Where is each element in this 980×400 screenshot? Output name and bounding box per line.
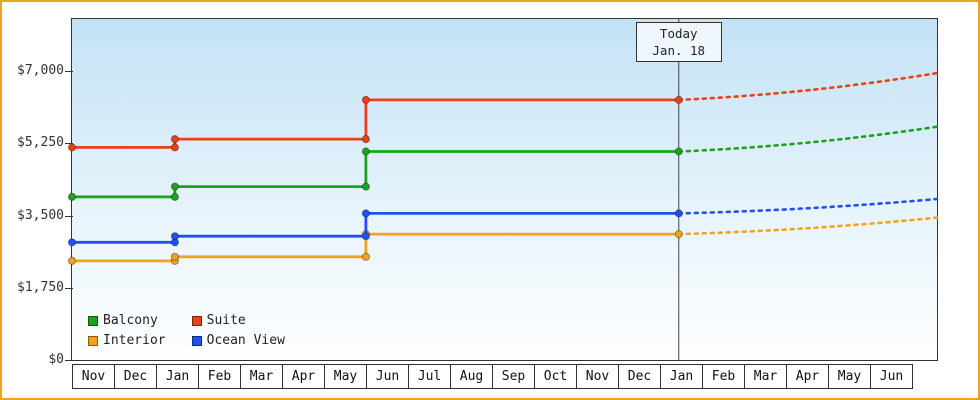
y-tick-label: $7,000	[17, 63, 64, 79]
data-point-marker	[67, 256, 77, 265]
month-cell: Nov	[576, 364, 619, 389]
month-cell: Apr	[282, 364, 325, 389]
series-forecast-suite	[677, 71, 939, 102]
data-point-marker	[67, 192, 77, 201]
y-tick-mark	[65, 287, 73, 289]
data-point-marker	[361, 209, 370, 218]
month-cell: Mar	[240, 364, 283, 389]
series-forecast-balcony	[677, 125, 939, 153]
y-tick-label: $5,250	[17, 135, 64, 151]
legend-item: Interior	[88, 333, 166, 348]
month-cell: Jul	[408, 364, 451, 389]
series-forecast-ocean-view	[677, 197, 939, 215]
today-annotation-title: Today	[659, 26, 698, 41]
series-plot	[67, 19, 939, 360]
month-cell: Jan	[660, 364, 703, 389]
month-cell: Aug	[450, 364, 493, 389]
legend-item: Ocean View	[191, 333, 285, 348]
y-tick-label: $0	[48, 352, 64, 367]
data-point-marker	[361, 232, 370, 241]
y-tick-label: $3,500	[17, 207, 64, 223]
data-point-marker	[674, 209, 683, 218]
month-cell: Jun	[366, 364, 409, 389]
data-point-marker	[361, 135, 370, 144]
y-tick-mark	[65, 215, 73, 217]
x-axis-months: Nov Dec Jan Feb Mar Apr May Jun Jul Aug Sep Oct Nov D…	[72, 364, 913, 389]
month-cell: Dec	[114, 364, 157, 389]
month-cell: May	[828, 364, 871, 389]
legend-label: Balcony	[103, 313, 158, 328]
data-point-marker	[170, 182, 180, 191]
legend-swatch-icon	[191, 335, 202, 346]
legend-item: Suite	[191, 313, 285, 328]
legend-label: Interior	[103, 333, 166, 348]
month-cell: Jan	[156, 364, 199, 389]
data-point-marker	[361, 252, 370, 261]
plot-area: Balcony Suite Interior Ocean View	[67, 19, 939, 360]
data-point-marker	[361, 182, 370, 191]
legend-swatch-icon	[88, 335, 98, 346]
y-tick-label: $1,750	[17, 279, 64, 295]
today-annotation-date: Jan. 18	[652, 43, 706, 58]
month-cell: Mar	[744, 364, 787, 389]
data-point-marker	[170, 252, 180, 261]
data-point-marker	[674, 230, 683, 239]
data-point-marker	[67, 238, 77, 247]
data-point-marker	[170, 143, 180, 152]
today-annotation: Today Jan. 18	[635, 22, 722, 62]
legend-swatch-icon	[88, 315, 98, 326]
legend-label: Ocean View	[206, 333, 285, 348]
data-point-marker	[67, 143, 77, 152]
y-tick-mark	[65, 71, 73, 73]
data-point-marker	[361, 95, 370, 105]
series-line-suite	[72, 98, 679, 149]
data-point-marker	[170, 232, 180, 241]
month-cell: Feb	[198, 364, 241, 389]
data-point-marker	[674, 95, 683, 105]
month-cell: Apr	[786, 364, 829, 389]
month-cell: May	[324, 364, 367, 389]
month-cell: Feb	[702, 364, 745, 389]
series-line-ocean-view	[72, 212, 679, 244]
series-line-interior	[72, 232, 679, 263]
month-cell: Dec	[618, 364, 661, 389]
month-cell: Nov	[72, 364, 115, 389]
data-point-marker	[361, 147, 370, 156]
data-point-marker	[170, 135, 180, 144]
legend-swatch-icon	[191, 315, 202, 326]
y-tick-mark	[65, 360, 73, 361]
legend-item: Balcony	[88, 313, 166, 328]
data-point-marker	[170, 192, 180, 201]
data-point-marker	[674, 147, 683, 156]
y-tick-mark	[65, 143, 73, 145]
series-line-balcony	[72, 150, 679, 199]
month-cell: Oct	[534, 364, 577, 389]
month-cell: Sep	[492, 364, 535, 389]
month-cell: Jun	[870, 364, 913, 389]
legend-label: Suite	[206, 313, 246, 328]
legend: Balcony Suite Interior Ocean View	[88, 313, 285, 348]
series-forecast-interior	[677, 216, 939, 236]
